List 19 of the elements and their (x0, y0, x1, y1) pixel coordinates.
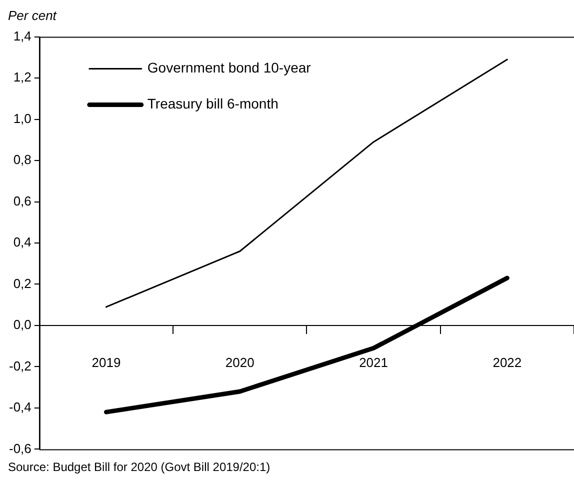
x-tick-label: 2019 (92, 354, 121, 370)
source-note: Source: Budget Bill for 2020 (Govt Bill 2019/20:1) (8, 460, 270, 474)
y-tick-label: 0,4 (13, 234, 32, 250)
y-tick-label: 0,2 (13, 276, 32, 291)
legend-label: Treasury bill 6-month (147, 96, 278, 112)
y-axis-title: Per cent (8, 8, 56, 23)
x-tick-label: 2022 (492, 354, 522, 370)
y-tick-label: 0,6 (13, 193, 32, 208)
y-tick-label: 1,4 (13, 28, 32, 44)
y-tick-label: -0,4 (8, 400, 32, 415)
y-tick-label: 1,0 (13, 110, 32, 126)
x-tick-label: 2020 (225, 354, 254, 370)
legend-label: Government bond 10-year (147, 60, 312, 76)
y-tick-label: -0,6 (8, 440, 32, 456)
y-tick-label: 0,8 (13, 152, 32, 168)
y-tick-label: 1,2 (13, 70, 32, 85)
y-tick-label: -0,2 (8, 358, 32, 374)
y-tick-label: 0,0 (13, 317, 32, 332)
x-tick-label: 2021 (359, 354, 388, 370)
